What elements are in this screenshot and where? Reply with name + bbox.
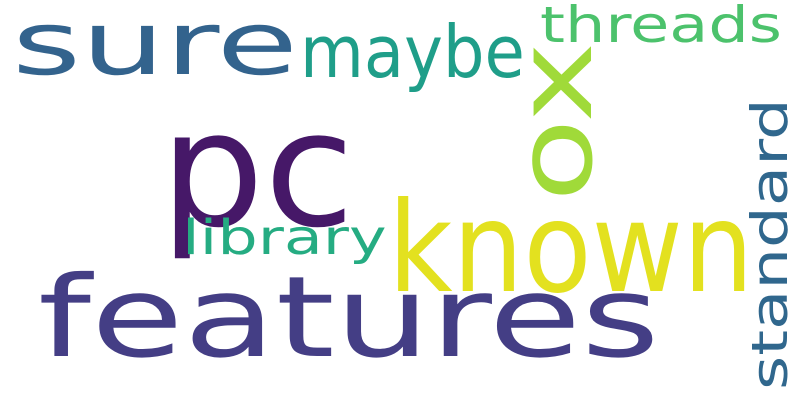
word-maybe: maybe — [300, 10, 525, 94]
word-pc: pc — [160, 76, 355, 263]
word-known: known — [388, 176, 754, 321]
word-features: features — [38, 253, 660, 383]
word-sure: sure — [12, 0, 299, 95]
word-library: library — [182, 210, 387, 266]
word-threads: threads — [540, 0, 782, 54]
word-standard: standard — [741, 98, 799, 390]
